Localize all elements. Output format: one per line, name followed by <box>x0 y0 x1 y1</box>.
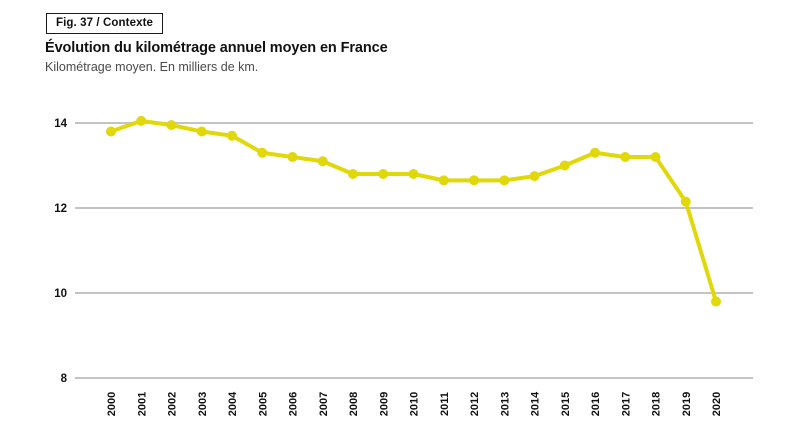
x-tick-label: 2018 <box>651 392 663 416</box>
x-tick-label: 2009 <box>378 392 390 416</box>
x-tick-label: 2000 <box>106 392 118 416</box>
figure-tag: Fig. 37 / Contexte <box>46 13 164 34</box>
data-point <box>559 160 570 171</box>
data-point <box>590 147 600 158</box>
x-tick-label: 2006 <box>288 392 300 416</box>
x-tick-label: 2004 <box>227 391 239 416</box>
x-tick-label: 2013 <box>499 392 511 416</box>
data-point <box>287 152 298 162</box>
x-tick-label: 2001 <box>136 392 148 416</box>
x-tick-label: 2011 <box>439 392 451 416</box>
data-point <box>227 130 237 141</box>
data-point <box>317 156 328 167</box>
x-tick-label: 2014 <box>530 391 542 416</box>
trend-line <box>109 118 718 304</box>
data-point <box>257 147 268 158</box>
x-tick-label: 2007 <box>318 392 330 416</box>
data-point <box>711 296 721 307</box>
x-tick-label: 2019 <box>681 392 693 416</box>
x-tick-label: 2016 <box>590 392 602 416</box>
x-tick-label: 2017 <box>620 392 632 416</box>
data-point <box>529 171 540 182</box>
y-tick-label: 12 <box>54 203 67 215</box>
data-point <box>680 196 691 207</box>
data-point <box>196 126 207 137</box>
data-point <box>499 175 510 186</box>
data-point <box>348 169 358 179</box>
x-tick-label: 2012 <box>469 392 481 416</box>
chart-title: Évolution du kilométrage annuel moyen en… <box>45 40 388 56</box>
x-tick-label: 2015 <box>560 392 572 416</box>
x-tick-label: 2002 <box>167 392 179 416</box>
x-tick-label: 2005 <box>257 392 269 416</box>
y-tick-label: 14 <box>54 118 67 130</box>
x-tick-label: 2010 <box>409 392 421 416</box>
x-tick-label: 2003 <box>197 392 209 416</box>
data-point <box>408 169 419 179</box>
x-tick-label: 2008 <box>348 392 360 416</box>
data-point <box>106 126 116 137</box>
data-point <box>166 120 177 131</box>
data-point <box>136 115 147 126</box>
data-point <box>378 169 389 179</box>
data-point <box>650 152 661 162</box>
y-tick-label: 10 <box>54 288 67 300</box>
x-tick-label: 2020 <box>711 392 723 416</box>
data-point <box>438 175 449 186</box>
chart-subtitle: Kilométrage moyen. En milliers de km. <box>45 60 259 74</box>
y-tick-label: 8 <box>61 373 68 385</box>
data-point <box>469 175 479 186</box>
data-point <box>620 152 631 162</box>
